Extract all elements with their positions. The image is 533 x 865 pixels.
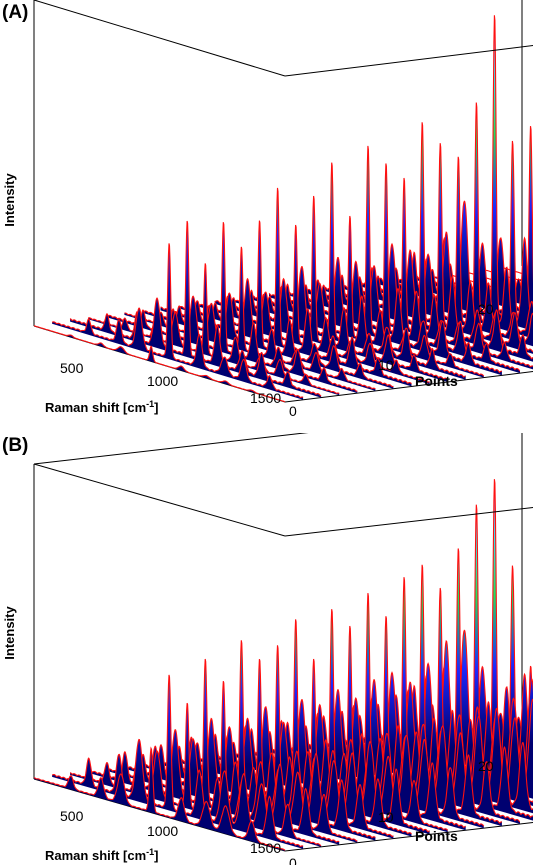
spectrum-fill-3 bbox=[88, 659, 340, 845]
spectrum-fill-18 bbox=[359, 102, 533, 339]
spectrum-fill-13 bbox=[269, 616, 520, 824]
y-tick-label-0: 0 bbox=[289, 855, 297, 865]
spectrum-fill-1 bbox=[52, 674, 304, 849]
spectrum-fill-16 bbox=[323, 143, 533, 354]
top-right-edge bbox=[284, 507, 533, 537]
panel-b: 500 1000 1500 0 10 20 Raman shift [cm-1] Points… bbox=[0, 433, 533, 865]
y-axis-label: Points bbox=[415, 373, 458, 389]
x-tick-label-500: 500 bbox=[60, 808, 84, 824]
z-axis-label: Intensity bbox=[2, 173, 17, 227]
spectrum-fill-0 bbox=[34, 748, 285, 851]
x-tick-label-1000: 1000 bbox=[147, 373, 178, 389]
spectrum-fill-21 bbox=[413, 126, 533, 316]
spectrum-line-0 bbox=[33, 746, 286, 851]
spectrum-fill-6 bbox=[142, 659, 394, 839]
bottom-right-edge bbox=[284, 371, 533, 403]
top-left-edge bbox=[33, 433, 309, 465]
spectrum-line-1 bbox=[51, 243, 304, 399]
x-tick-label-1500: 1500 bbox=[250, 390, 281, 406]
z-axis-label: Intensity bbox=[2, 606, 17, 660]
x-axis-label: Raman shift [cm-1] bbox=[45, 399, 159, 415]
top-front-edge bbox=[33, 0, 286, 77]
waterfall-chart-b: 500 1000 1500 0 10 20 Raman shift [cm-1] Points… bbox=[2, 433, 533, 865]
panel-b-label: (B) bbox=[2, 435, 29, 456]
spectrum-fill-9 bbox=[196, 659, 448, 833]
y-tick-label-10: 10 bbox=[378, 357, 394, 373]
top-back-edge bbox=[522, 0, 533, 16]
spectrum-fill-11 bbox=[232, 626, 484, 829]
y-tick-label-20: 20 bbox=[478, 301, 494, 317]
spectrum-line-0 bbox=[33, 325, 286, 403]
y-tick-label-20: 20 bbox=[478, 758, 494, 774]
spectrum-fill-19 bbox=[377, 15, 533, 331]
top-front-edge bbox=[33, 463, 286, 537]
x-tick-label-500: 500 bbox=[60, 360, 84, 376]
x-axis-label: Raman shift [cm-1] bbox=[45, 847, 159, 863]
waterfall-chart-a: 500 1000 1500 0 10 20 Raman shift [cm-1] Points… bbox=[2, 0, 533, 419]
panel-a: 500 1000 1500 0 10 20 Raman shift [cm-1] Points… bbox=[0, 0, 533, 432]
spectrum-fill-4 bbox=[106, 681, 358, 843]
spectrum-fill-14 bbox=[287, 178, 533, 370]
x-tick-label-1500: 1500 bbox=[250, 840, 281, 856]
top-back-edge bbox=[522, 433, 533, 480]
spectrum-fill-5 bbox=[124, 640, 376, 841]
y-tick-label-10: 10 bbox=[378, 809, 394, 825]
spectrum-fill-8 bbox=[178, 619, 430, 835]
spectrum-fill-7 bbox=[160, 645, 412, 837]
y-tick-label-0: 0 bbox=[289, 403, 297, 419]
spectrum-fill-16 bbox=[323, 588, 533, 806]
axis-box-front-a bbox=[33, 0, 533, 77]
spectrum-fill-18 bbox=[359, 504, 533, 792]
bottom-right-edge bbox=[284, 822, 533, 852]
x-tick-label-1000: 1000 bbox=[147, 823, 178, 839]
spectrum-fill-2 bbox=[70, 703, 322, 847]
axis-box-front-b bbox=[33, 463, 533, 537]
top-right-edge bbox=[284, 45, 533, 77]
panel-a-label: (A) bbox=[2, 2, 29, 23]
y-axis-label: Points bbox=[415, 828, 458, 844]
